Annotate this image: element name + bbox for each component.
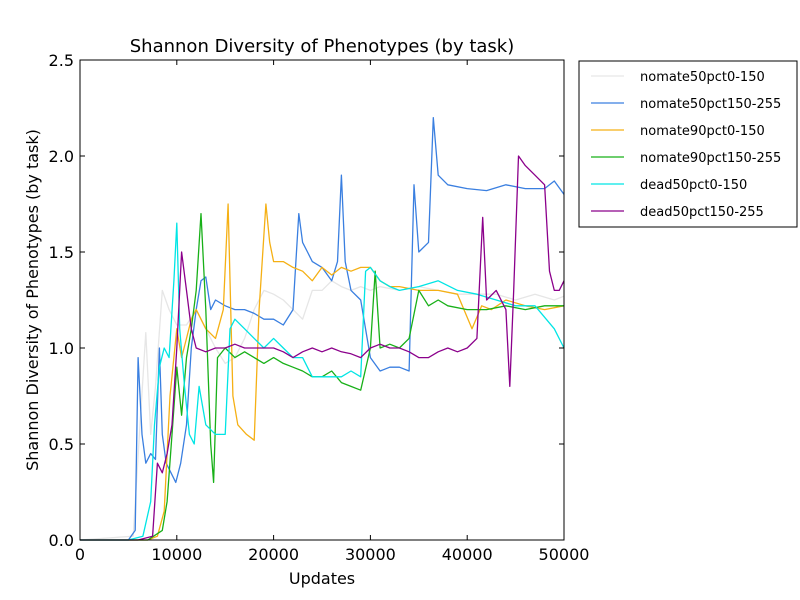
legend-box bbox=[578, 60, 798, 228]
series-line-nomate50pct0-150 bbox=[79, 280, 565, 541]
x-tick-label: 40000 bbox=[442, 545, 493, 564]
axis-ticks: 0 10000 20000 30000 40000 50000 0.0 0.5 1.0 1.5 2.… bbox=[49, 51, 590, 564]
series-line-nomate90pct0-150 bbox=[80, 203, 565, 541]
series-line-nomate50pct150-255 bbox=[80, 116, 565, 541]
series-line-dead50pct150-255 bbox=[80, 155, 565, 541]
x-tick-label: 20000 bbox=[248, 545, 299, 564]
y-tick-label: 0.0 bbox=[49, 531, 74, 550]
x-tick-label: 0 bbox=[75, 545, 85, 564]
series-line-nomate90pct150-255 bbox=[80, 212, 564, 541]
legend-label-nomate50pct150-255: nomate50pct150-255 bbox=[640, 97, 781, 112]
legend: nomate50pct0-150 nomate50pct150-255 nomate… bbox=[578, 60, 798, 228]
legend-label-dead50pct150-255: dead50pct150-255 bbox=[640, 205, 764, 220]
legend-label-nomate90pct150-255: nomate90pct150-255 bbox=[640, 151, 781, 166]
x-axis-title: Updates bbox=[289, 569, 355, 588]
y-tick-label: 1.0 bbox=[49, 339, 74, 358]
legend-label-dead50pct0-150: dead50pct0-150 bbox=[640, 178, 747, 193]
series-line-dead50pct0-150 bbox=[80, 222, 565, 541]
plot-frame bbox=[79, 59, 565, 541]
legend-label-nomate90pct0-150: nomate90pct0-150 bbox=[640, 124, 765, 139]
legend-label-nomate50pct0-150: nomate50pct0-150 bbox=[640, 70, 765, 85]
y-axis-title: Shannon Diversity of Phenotypes (by task… bbox=[23, 129, 42, 471]
x-tick-label: 50000 bbox=[539, 545, 590, 564]
x-tick-label: 10000 bbox=[151, 545, 202, 564]
series-lines bbox=[79, 116, 565, 541]
x-tick-label: 30000 bbox=[345, 545, 396, 564]
chart-title: Shannon Diversity of Phenotypes (by task… bbox=[130, 36, 515, 57]
y-tick-label: 2.5 bbox=[49, 51, 74, 70]
y-tick-label: 1.5 bbox=[49, 243, 74, 262]
legend-items: nomate50pct0-150 nomate50pct150-255 nomate… bbox=[591, 70, 781, 220]
y-tick-label: 2.0 bbox=[49, 147, 74, 166]
y-tick-label: 0.5 bbox=[49, 435, 74, 454]
